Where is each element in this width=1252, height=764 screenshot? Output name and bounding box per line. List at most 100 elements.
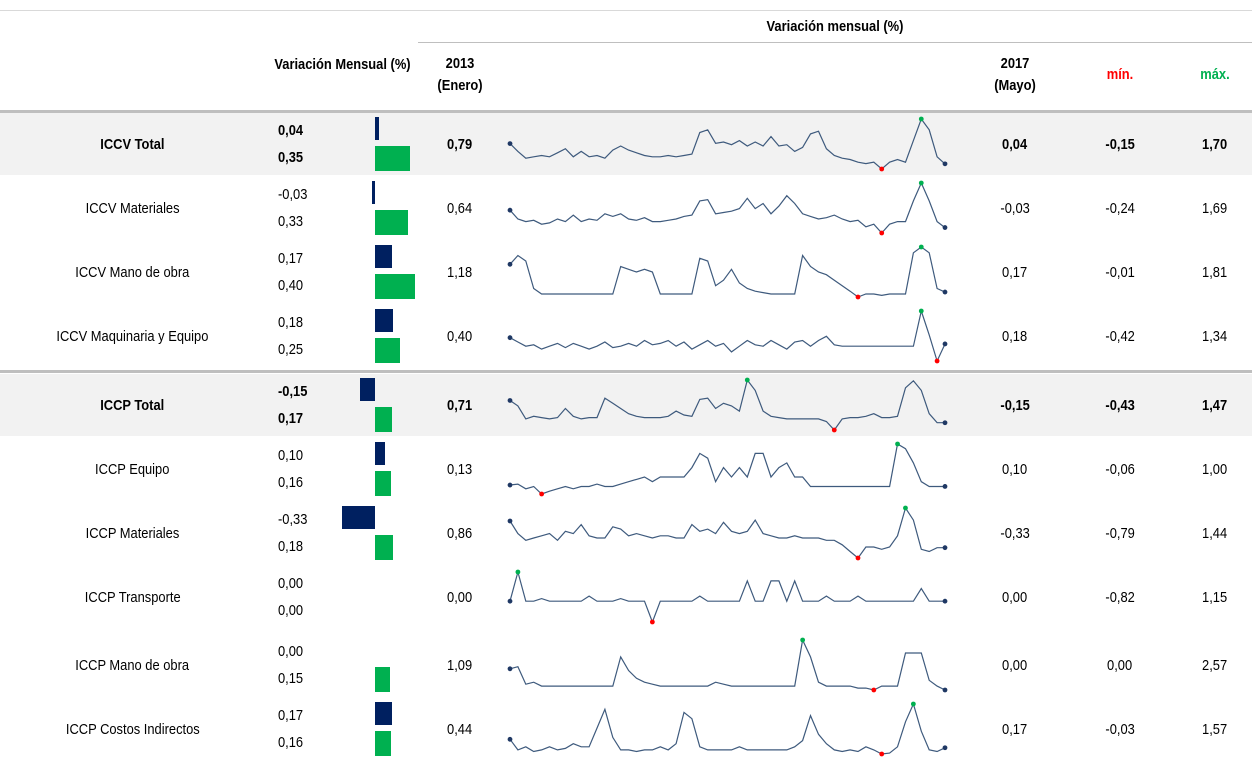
cell-text: -0,01 (1105, 263, 1135, 281)
table-row: ICCP Mano de obra 0,00 0,15 1,09 0,00 0,00 2,5… (0, 634, 1252, 696)
max-value: 2,57 (1180, 634, 1250, 696)
cell-text: 0,79 (447, 135, 473, 153)
cell-text: 0,64 (447, 199, 473, 217)
current-bar (375, 702, 392, 725)
sparkline (507, 637, 948, 693)
sparkline-min-point (831, 427, 837, 433)
cell-text: -0,06 (1105, 460, 1135, 478)
current-variation: -0,15 (278, 378, 338, 405)
previous-variation: 0,15 (278, 665, 338, 692)
cell-text: 0,17 (1002, 720, 1028, 738)
sparkline-start-point (507, 335, 513, 341)
sparkline-min-point (539, 491, 545, 497)
previous-bar (375, 731, 391, 756)
variation-pair: 0,00 0,15 (278, 638, 338, 692)
max-value: 1,81 (1180, 241, 1250, 303)
max-value: 1,34 (1180, 305, 1250, 367)
variation-pair: -0,15 0,17 (278, 378, 338, 432)
row-name: ICCP Mano de obra (0, 634, 265, 696)
current-bar (342, 506, 375, 529)
row-name: ICCP Transporte (0, 566, 265, 628)
current-bar (375, 245, 392, 268)
table-row: ICCP Costos Indirectos 0,17 0,16 0,44 0,17 -0… (0, 698, 1252, 760)
cell-text: 0,04 (278, 122, 304, 139)
cell-text: 1,34 (1202, 327, 1228, 345)
min-value: -0,01 (1080, 241, 1160, 303)
sparkline-max-point (918, 308, 924, 314)
cell-text: 0,35 (278, 149, 304, 166)
cell-text: -0,24 (1105, 199, 1135, 217)
max-value: 1,00 (1180, 438, 1250, 500)
end-month-header: (Mayo) (994, 77, 1036, 94)
cell-text: ICCV Materiales (85, 199, 180, 217)
current-bar (360, 378, 375, 401)
sparkline-start-point (507, 736, 513, 742)
cell-text: -0,33 (1000, 524, 1030, 542)
sparkline (507, 180, 948, 236)
cell-text: 0,10 (1002, 460, 1028, 478)
current-bar (375, 117, 379, 140)
cell-text: 0,10 (278, 447, 304, 464)
header-separator (0, 110, 1252, 113)
cell-text: 1,00 (1202, 460, 1228, 478)
previous-bar (375, 274, 415, 299)
variation-pair: -0,33 0,18 (278, 506, 338, 560)
cell-text: -0,15 (1105, 135, 1135, 153)
end-value: -0,15 (975, 374, 1055, 436)
cell-text: -0,03 (278, 186, 308, 203)
previous-variation: 0,25 (278, 336, 338, 363)
span-header-label: Variación mensual (%) (766, 18, 904, 35)
start-value: 0,44 (420, 698, 500, 760)
sparkline-min-point (649, 619, 655, 625)
cell-text: 0,16 (278, 474, 304, 491)
previous-bar (375, 471, 391, 496)
cell-text: 0,17 (278, 250, 304, 267)
previous-variation: 0,16 (278, 469, 338, 496)
sparkline-start-point (507, 141, 513, 146)
current-variation: 0,04 (278, 117, 338, 144)
cell-text: -0,82 (1105, 588, 1135, 606)
max-header: máx. (1200, 66, 1230, 83)
cell-text: 0,40 (447, 327, 473, 345)
min-value: -0,43 (1080, 374, 1160, 436)
cell-text: 0,13 (447, 460, 473, 478)
sparkline-start-point (507, 398, 513, 403)
sparkline-max-point (800, 637, 806, 643)
cell-text: -0,43 (1105, 396, 1135, 414)
variation-pair: 0,17 0,40 (278, 245, 338, 299)
start-value: 0,86 (420, 502, 500, 564)
sparkline-max-point (918, 116, 924, 122)
sparkline-max-point (903, 505, 908, 511)
cell-text: ICCP Materiales (85, 524, 180, 542)
cell-text: -0,79 (1105, 524, 1135, 542)
cell-text: 0,00 (447, 588, 473, 606)
end-value: 0,18 (975, 305, 1055, 367)
cell-text: ICCV Total (100, 135, 165, 153)
end-value: -0,33 (975, 502, 1055, 564)
min-value: -0,42 (1080, 305, 1160, 367)
current-bar (375, 309, 393, 332)
end-value: 0,17 (975, 241, 1055, 303)
row-name: ICCP Equipo (0, 438, 265, 500)
sparkline-path (509, 308, 946, 363)
cell-text: 0,18 (278, 314, 304, 331)
sparkline-min-point (879, 230, 885, 236)
cell-text: 0,00 (278, 575, 304, 592)
cell-text: ICCV Mano de obra (75, 263, 190, 281)
cell-text: -0,15 (1000, 396, 1030, 414)
span-header: Variación mensual (%) (418, 16, 1252, 43)
sparkline-start-point (507, 261, 513, 267)
cell-text: 0,17 (278, 410, 304, 427)
cell-text: 0,00 (278, 643, 304, 660)
min-value: -0,15 (1080, 113, 1160, 175)
sparkline-start-point (507, 482, 513, 488)
cell-text: 1,09 (447, 656, 473, 674)
variation-pair: 0,04 0,35 (278, 117, 338, 171)
min-value: -0,03 (1080, 698, 1160, 760)
start-value: 0,64 (420, 177, 500, 239)
start-month-header: (Enero) (437, 77, 483, 94)
start-value: 0,13 (420, 438, 500, 500)
sparkline-max-point (744, 377, 750, 383)
sparkline-min-point (871, 687, 877, 693)
sparkline (507, 701, 948, 757)
